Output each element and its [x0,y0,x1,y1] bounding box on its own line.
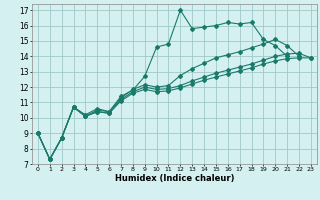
X-axis label: Humidex (Indice chaleur): Humidex (Indice chaleur) [115,174,234,183]
